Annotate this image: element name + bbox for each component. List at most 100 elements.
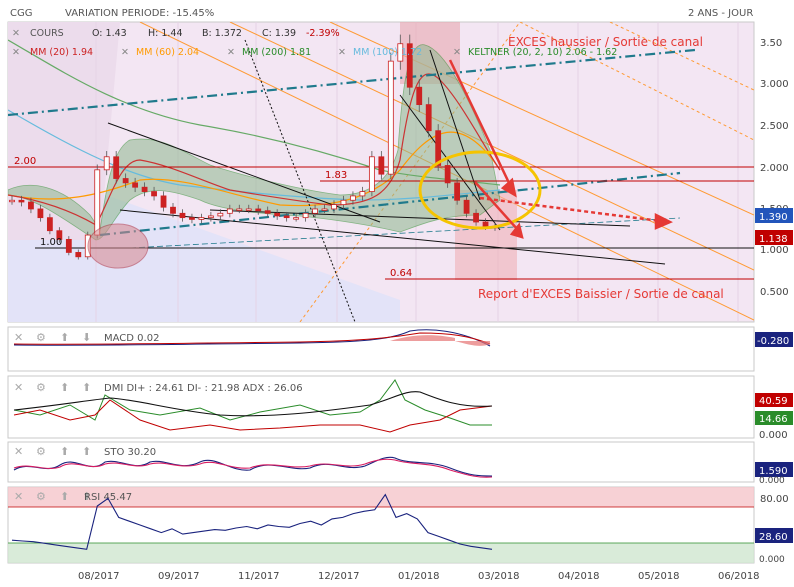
candle [103,156,110,171]
gear-icon[interactable]: ⚙ [36,331,46,344]
arrow-down-icon[interactable]: ⬆ [82,381,91,394]
level-064-label: 0.64 [390,268,412,279]
level-183-label: 1.83 [325,170,347,181]
gear-icon[interactable]: ⚙ [36,490,46,503]
rsi-line [11,493,493,550]
candle [217,212,224,217]
candle [255,208,262,212]
close-icon[interactable]: ✕ [338,47,346,58]
y-axis: 3.50 3.000 2.500 2.000 1.500 1.000 0.500 [760,38,789,298]
candle [293,217,300,220]
candle [454,182,461,201]
keltner-label: KELTNER (20, 2, 10) 2.06 - 1.62 [468,47,617,58]
period-label: 2 ANS - JOUR [688,8,753,19]
candle [302,212,309,219]
close-icon[interactable]: ✕ [12,28,20,39]
dmi-max-text: 40.59 [759,396,788,407]
close-icon[interactable]: ✕ [14,331,23,344]
sto-label: STO 30.20 [104,447,156,458]
close-icon[interactable]: ✕ [121,47,129,58]
candle [463,199,470,214]
arrow-down-icon[interactable]: ⬇ [82,331,91,344]
candle [122,178,129,184]
y-tick: 1.000 [760,245,789,256]
close-icon[interactable]: ✕ [14,381,23,394]
close-icon[interactable]: ✕ [227,47,235,58]
rsi-min-text: 0.000 [759,555,785,565]
macd-signal [13,332,491,345]
main-panel-content [8,22,754,322]
candle [113,156,120,179]
close-icon[interactable]: ✕ [14,445,23,458]
sto-toolbar: ✕ ⚙ ⬆ ⬆ [14,445,91,458]
mm200-label: MM (200) 1.81 [242,47,311,58]
candle [132,182,139,188]
dmi-minus [13,399,493,433]
mm200-line [8,39,501,186]
x-tick: 08/2017 [78,571,120,582]
y-tick: 2.500 [760,121,789,132]
arrow-down-icon[interactable]: ⬆ [82,490,91,503]
arrow-up-icon[interactable]: ⬆ [60,445,69,458]
sto-value-text: 1.590 [759,466,788,477]
mm100-label: MM (100) 1.72 [353,47,422,58]
candle [189,217,195,220]
dmi-adx [13,391,493,417]
candlesticks [9,34,498,260]
dmi-panel [7,375,755,439]
dmi-mid-badge [755,411,793,425]
x-tick: 06/2018 [718,571,760,582]
macd-value-text: -0.280 [757,336,789,347]
x-tick: 12/2017 [318,571,360,582]
macd-line [13,329,491,347]
close-icon[interactable]: ✕ [12,47,20,58]
focus-circle [418,150,542,230]
y-tick: 2.000 [760,163,789,174]
change-value: -2.39% [306,28,340,39]
arrow-down-icon[interactable]: ⬆ [82,445,91,458]
arrow-up-icon[interactable]: ⬆ [60,331,69,344]
low-value: B: 1.372 [202,28,242,39]
low-circle [87,223,149,269]
close-icon[interactable]: ✕ [14,490,23,503]
variation-value: : -15.45% [166,8,214,19]
candle [397,43,404,62]
macd-histogram [390,335,490,346]
candle [368,156,375,192]
x-tick: 03/2018 [478,571,520,582]
candle [264,210,271,214]
candle [207,215,214,219]
rsi-overbought-zone [8,487,754,507]
high-value: H: 1.44 [148,28,183,39]
x-tick: 11/2017 [238,571,280,582]
macd-panel [7,326,755,372]
ref-price-text: 1.138 [759,234,788,245]
candle [378,156,385,175]
x-tick: 09/2017 [158,571,200,582]
variation-label: VARIATION PERIODE [65,8,166,19]
gear-icon[interactable]: ⚙ [36,445,46,458]
candle [350,195,356,201]
arrow-up-icon[interactable]: ⬆ [60,490,69,503]
candle [331,204,337,210]
y-tick: 3.000 [760,79,789,90]
candle [151,191,157,197]
macd-label: MACD 0.02 [104,333,159,344]
sto-min-text: 0.000 [759,476,785,486]
ref-price-badge [755,230,793,245]
close-icon[interactable]: ✕ [453,47,461,58]
candle [283,215,290,219]
dmi-label: DMI DI+ : 24.61 DI- : 21.98 ADX : 26.06 [104,383,303,394]
rsi-value-text: 28.60 [759,532,788,543]
gear-icon[interactable]: ⚙ [36,381,46,394]
lower-trend-dashed [129,217,681,249]
arrow-up-icon[interactable]: ⬆ [60,381,69,394]
candle [28,201,34,210]
dmi-min-text: 0.000 [759,430,788,441]
open-value: O: 1.43 [92,28,127,39]
ticker: CGG [10,8,32,19]
candle [179,212,186,219]
mm60-line [8,131,501,207]
exces-haussier-text: EXCES haussier / Sortie de canal [508,35,703,49]
